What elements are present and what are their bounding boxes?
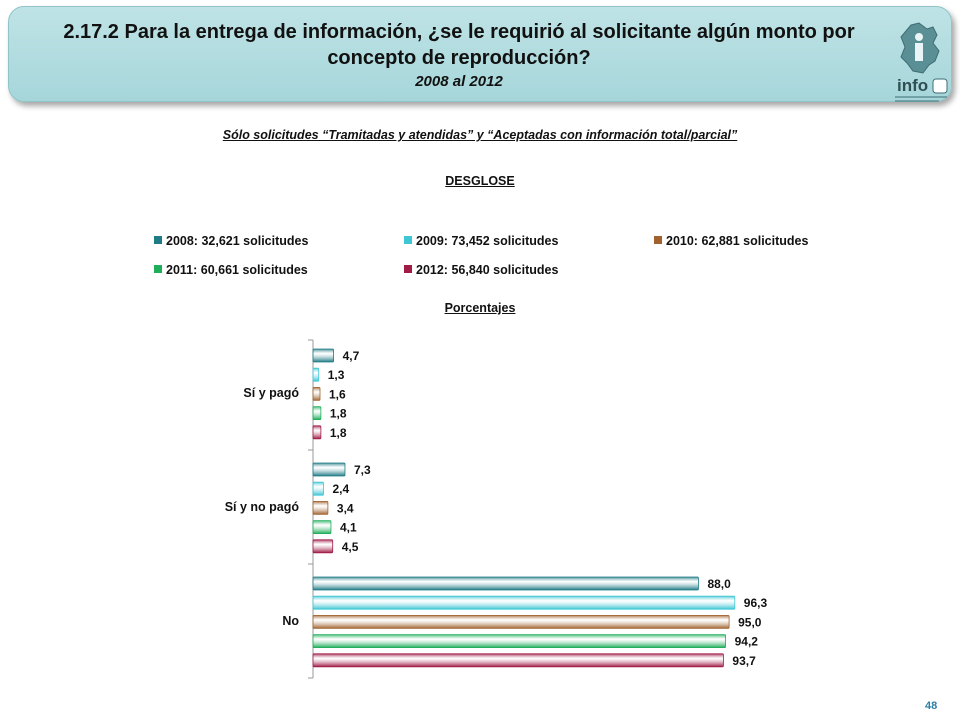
data-label: 1,8	[330, 426, 347, 440]
data-label: 3,4	[337, 501, 354, 515]
info-logo-icon: info	[889, 21, 951, 105]
data-label: 4,1	[340, 521, 357, 535]
data-label: 1,6	[329, 387, 346, 401]
bar-1-0	[312, 367, 320, 382]
page-number: 48	[925, 700, 938, 712]
legend-swatch	[404, 236, 412, 244]
bar-2-1	[312, 500, 329, 515]
bar-0-2	[312, 576, 699, 591]
legend-swatch	[404, 265, 412, 273]
bar-1-2	[312, 595, 736, 610]
legend-swatch	[654, 236, 662, 244]
legend-label: 2012: 56,840 solicitudes	[416, 263, 559, 277]
bar-4-0	[312, 425, 322, 440]
legend-item-2008: 2008: 32,621 solicitudes	[154, 234, 308, 248]
data-label: 2,4	[333, 482, 350, 496]
legend-swatch	[154, 236, 162, 244]
legend-item-2012: 2012: 56,840 solicitudes	[404, 263, 558, 277]
section-label-desglose: DESGLOSE	[445, 174, 515, 188]
data-label: 1,8	[330, 407, 347, 421]
category-label: Sí y no pagó	[225, 500, 300, 514]
bar-4-1	[312, 539, 334, 554]
filter-note: Sólo solicitudes “Tramitadas y atendidas…	[222, 128, 738, 142]
legend-item-2011: 2011: 60,661 solicitudes	[154, 263, 308, 277]
category-label: Sí y pagó	[243, 386, 299, 400]
legend-label: 2010: 62,881 solicitudes	[666, 234, 809, 248]
bar-4-2	[312, 653, 724, 668]
bar-3-2	[312, 634, 726, 649]
data-label: 1,3	[328, 368, 345, 382]
logo-wordmark: info	[897, 76, 928, 95]
bar-2-2	[312, 614, 730, 629]
legend-label: 2009: 73,452 solicitudes	[416, 234, 559, 248]
chart-label-porcentajes: Porcentajes	[444, 301, 516, 315]
bar-1-1	[312, 481, 324, 496]
data-label: 7,3	[354, 463, 371, 477]
category-label: No	[282, 614, 299, 628]
data-label: 93,7	[732, 654, 756, 668]
data-label: 4,5	[342, 540, 359, 554]
data-label: 95,0	[738, 615, 762, 629]
data-label: 88,0	[707, 577, 731, 591]
data-label: 96,3	[744, 596, 768, 610]
legend-item-2009: 2009: 73,452 solicitudes	[404, 234, 558, 248]
legend-item-2010: 2010: 62,881 solicitudes	[654, 234, 808, 248]
data-label: 4,7	[343, 349, 360, 363]
bar-0-0	[312, 348, 334, 363]
bar-chart: Sí y pagó 4,7 1,3 1,6 1,8 1,8 Sí y no pagó 7,3 2…	[225, 339, 768, 679]
legend-label: 2011: 60,661 solicitudes	[166, 263, 308, 277]
legend-swatch	[154, 265, 162, 273]
title-banner: 2.17.2 Para la entrega de información, ¿…	[8, 6, 952, 102]
bar-3-0	[312, 406, 322, 420]
bar-2-0	[312, 387, 321, 401]
bar-0-1	[312, 462, 346, 477]
data-label: 94,2	[735, 635, 759, 649]
legend-label: 2008: 32,621 solicitudes	[166, 234, 309, 248]
page-title: 2.17.2 Para la entrega de información, ¿…	[63, 21, 855, 69]
title-block: 2.17.2 Para la entrega de información, ¿…	[39, 19, 879, 90]
page-subtitle-years: 2008 al 2012	[415, 73, 503, 90]
bar-3-1	[312, 520, 332, 535]
